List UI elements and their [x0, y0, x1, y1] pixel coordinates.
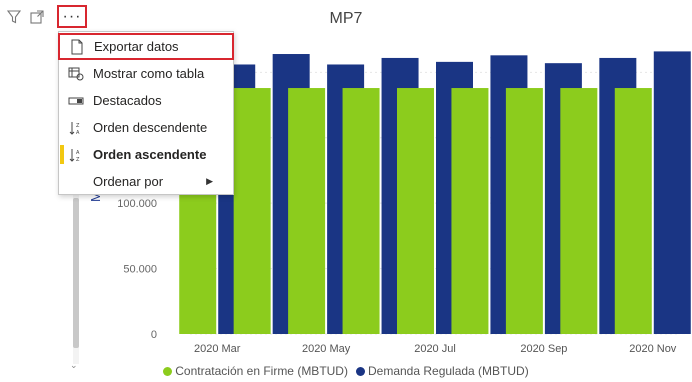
legend-label: Demanda Regulada (MBTUD): [367, 364, 529, 378]
x-tick-label: 2020 Jul: [414, 343, 456, 355]
menu-item-export-data[interactable]: Exportar datos: [58, 33, 234, 60]
bar-contratacion: [451, 88, 489, 335]
legend-marker: [355, 366, 365, 376]
more-options-icon: ···: [62, 7, 82, 25]
legend-item-demanda[interactable]: Demanda Regulada (MBTUD): [355, 364, 529, 378]
chart-legend: Contratación en Firme (MBTUD) Demanda Re…: [0, 364, 692, 378]
visual-header-toolbar: ···: [0, 0, 100, 34]
chart-title: MP7: [329, 10, 363, 27]
bar-contratacion: [614, 88, 652, 335]
more-options-menu: Exportar datos Mostrar como tabla Destac…: [58, 31, 234, 195]
y-tick-label: 0: [151, 329, 157, 341]
focus-mode-icon[interactable]: [26, 6, 48, 28]
export-data-icon: [60, 39, 88, 55]
scroll-down-arrow-icon[interactable]: ⌄: [70, 360, 78, 370]
x-tick-label: 2020 May: [302, 343, 351, 355]
legend-marker: [163, 366, 173, 376]
menu-item-sort-by[interactable]: Ordenar por ▶: [93, 174, 213, 189]
submenu-arrow-icon: ▶: [206, 176, 213, 186]
x-tick-label: 2020 Sep: [520, 343, 567, 355]
selected-indicator: [60, 145, 64, 164]
bar-contratacion: [505, 88, 543, 335]
bar-demanda: [653, 51, 691, 335]
y-tick-label: 100.000: [117, 198, 157, 210]
menu-item-spotlight[interactable]: Destacados: [59, 87, 233, 114]
bar-contratacion: [342, 88, 380, 335]
filter-icon[interactable]: [3, 6, 25, 28]
y-tick-label: 50.000: [123, 264, 157, 276]
spotlight-icon: [59, 96, 87, 106]
svg-text:A: A: [76, 130, 80, 135]
legend-item-contratacion[interactable]: Contratación en Firme (MBTUD): [163, 364, 348, 378]
legend-label: Contratación en Firme (MBTUD): [175, 364, 348, 378]
bar-contratacion: [233, 88, 271, 335]
svg-text:Z: Z: [76, 157, 80, 162]
show-table-icon: [59, 67, 87, 81]
svg-text:A: A: [76, 150, 80, 156]
bar-contratacion: [288, 88, 326, 335]
menu-item-show-table[interactable]: Mostrar como tabla: [59, 60, 233, 87]
x-tick-label: 2020 Nov: [629, 343, 677, 355]
bar-contratacion: [560, 88, 598, 335]
more-options-button[interactable]: ···: [57, 5, 87, 28]
scrollbar-thumb[interactable]: [73, 198, 79, 348]
svg-text:Z: Z: [76, 123, 80, 129]
x-tick-label: 2020 Mar: [194, 343, 241, 355]
bar-contratacion: [397, 88, 434, 335]
